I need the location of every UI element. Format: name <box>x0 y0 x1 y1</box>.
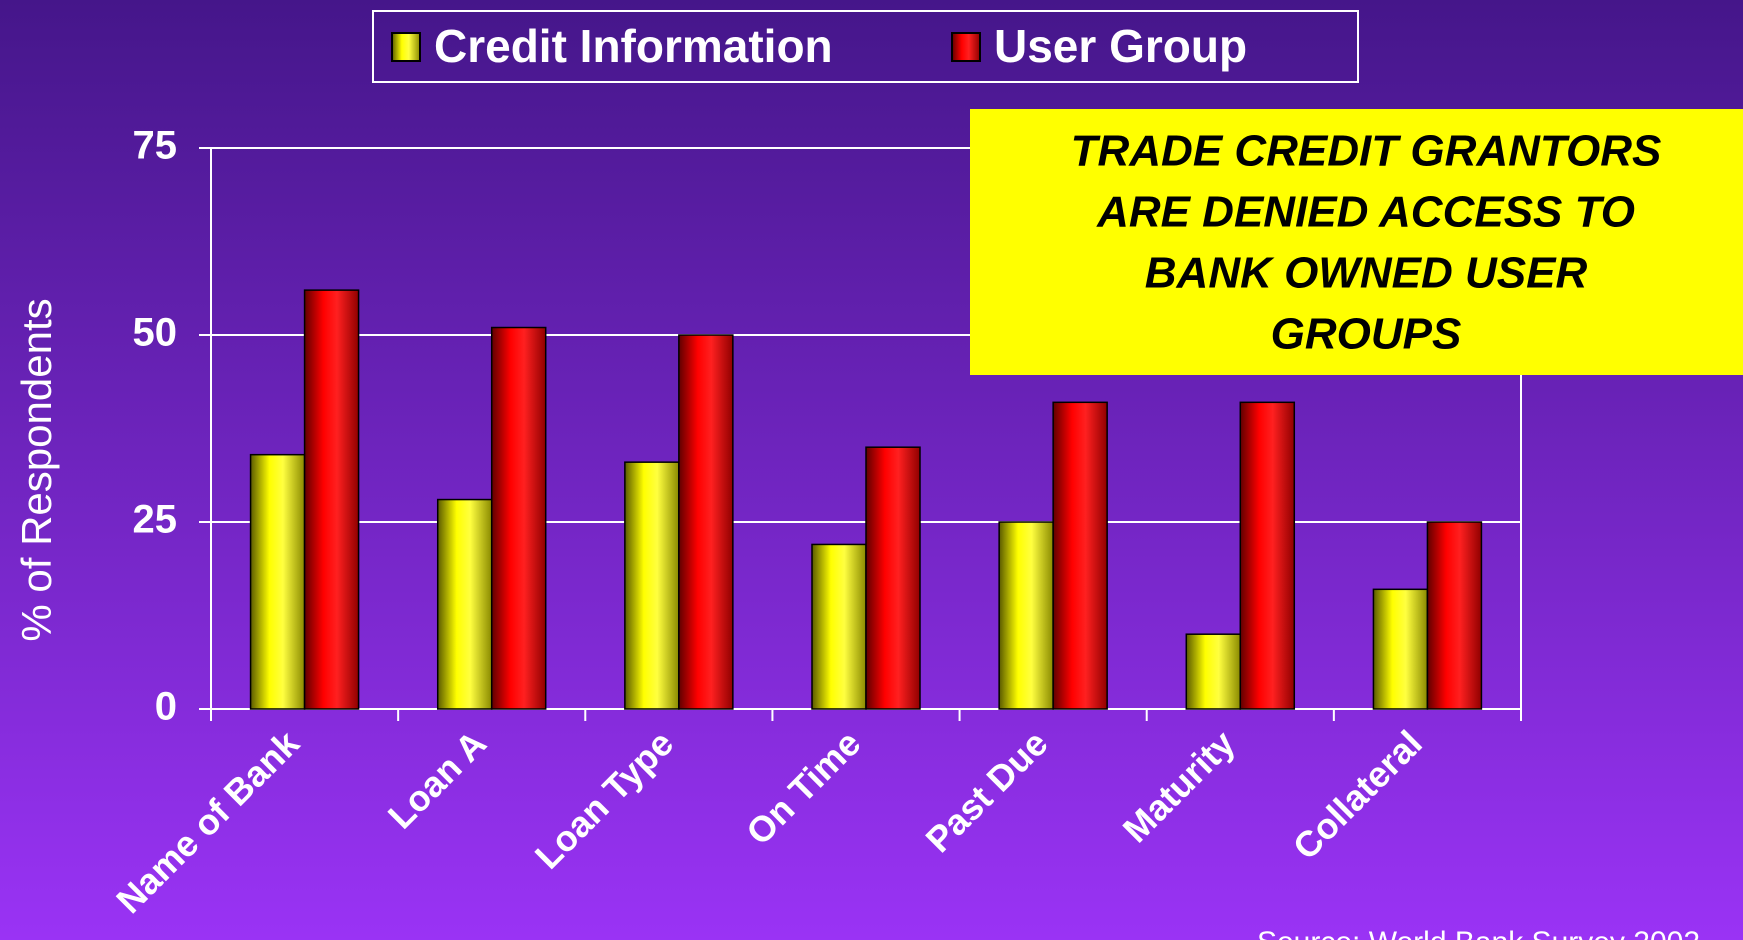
legend-swatch <box>391 32 421 62</box>
bar <box>678 334 734 710</box>
legend-label: Credit Information <box>434 20 833 72</box>
bar <box>1372 588 1429 710</box>
y-axis-label: % of Respondents <box>13 298 60 641</box>
bar <box>865 446 921 710</box>
bar <box>811 543 867 710</box>
bar <box>624 461 680 710</box>
annotation-line: GROUPS <box>1271 310 1462 359</box>
y-tick-label: 25 <box>133 498 178 542</box>
legend-swatch <box>951 32 981 62</box>
bar <box>1239 401 1296 710</box>
bar <box>998 521 1054 710</box>
annotation-line: TRADE CREDIT GRANTORS <box>1071 127 1662 176</box>
y-tick-label: 50 <box>133 311 178 355</box>
legend-label: User Group <box>994 20 1247 72</box>
source: Source: World Bank Survey 2002 <box>1257 926 1700 940</box>
bar <box>436 498 493 710</box>
annotation-line: BANK OWNED USER <box>1145 249 1588 298</box>
bar <box>249 453 306 710</box>
legend-box <box>372 10 1359 83</box>
annotation-line: ARE DENIED ACCESS TO <box>1096 188 1635 237</box>
bar <box>303 289 360 710</box>
bar <box>1052 401 1108 710</box>
y-tick-label: 75 <box>133 124 178 168</box>
annotation-box <box>970 109 1743 375</box>
bar <box>1426 521 1483 710</box>
bar <box>1185 633 1242 710</box>
bar <box>490 326 547 710</box>
y-tick-label: 0 <box>155 685 177 729</box>
